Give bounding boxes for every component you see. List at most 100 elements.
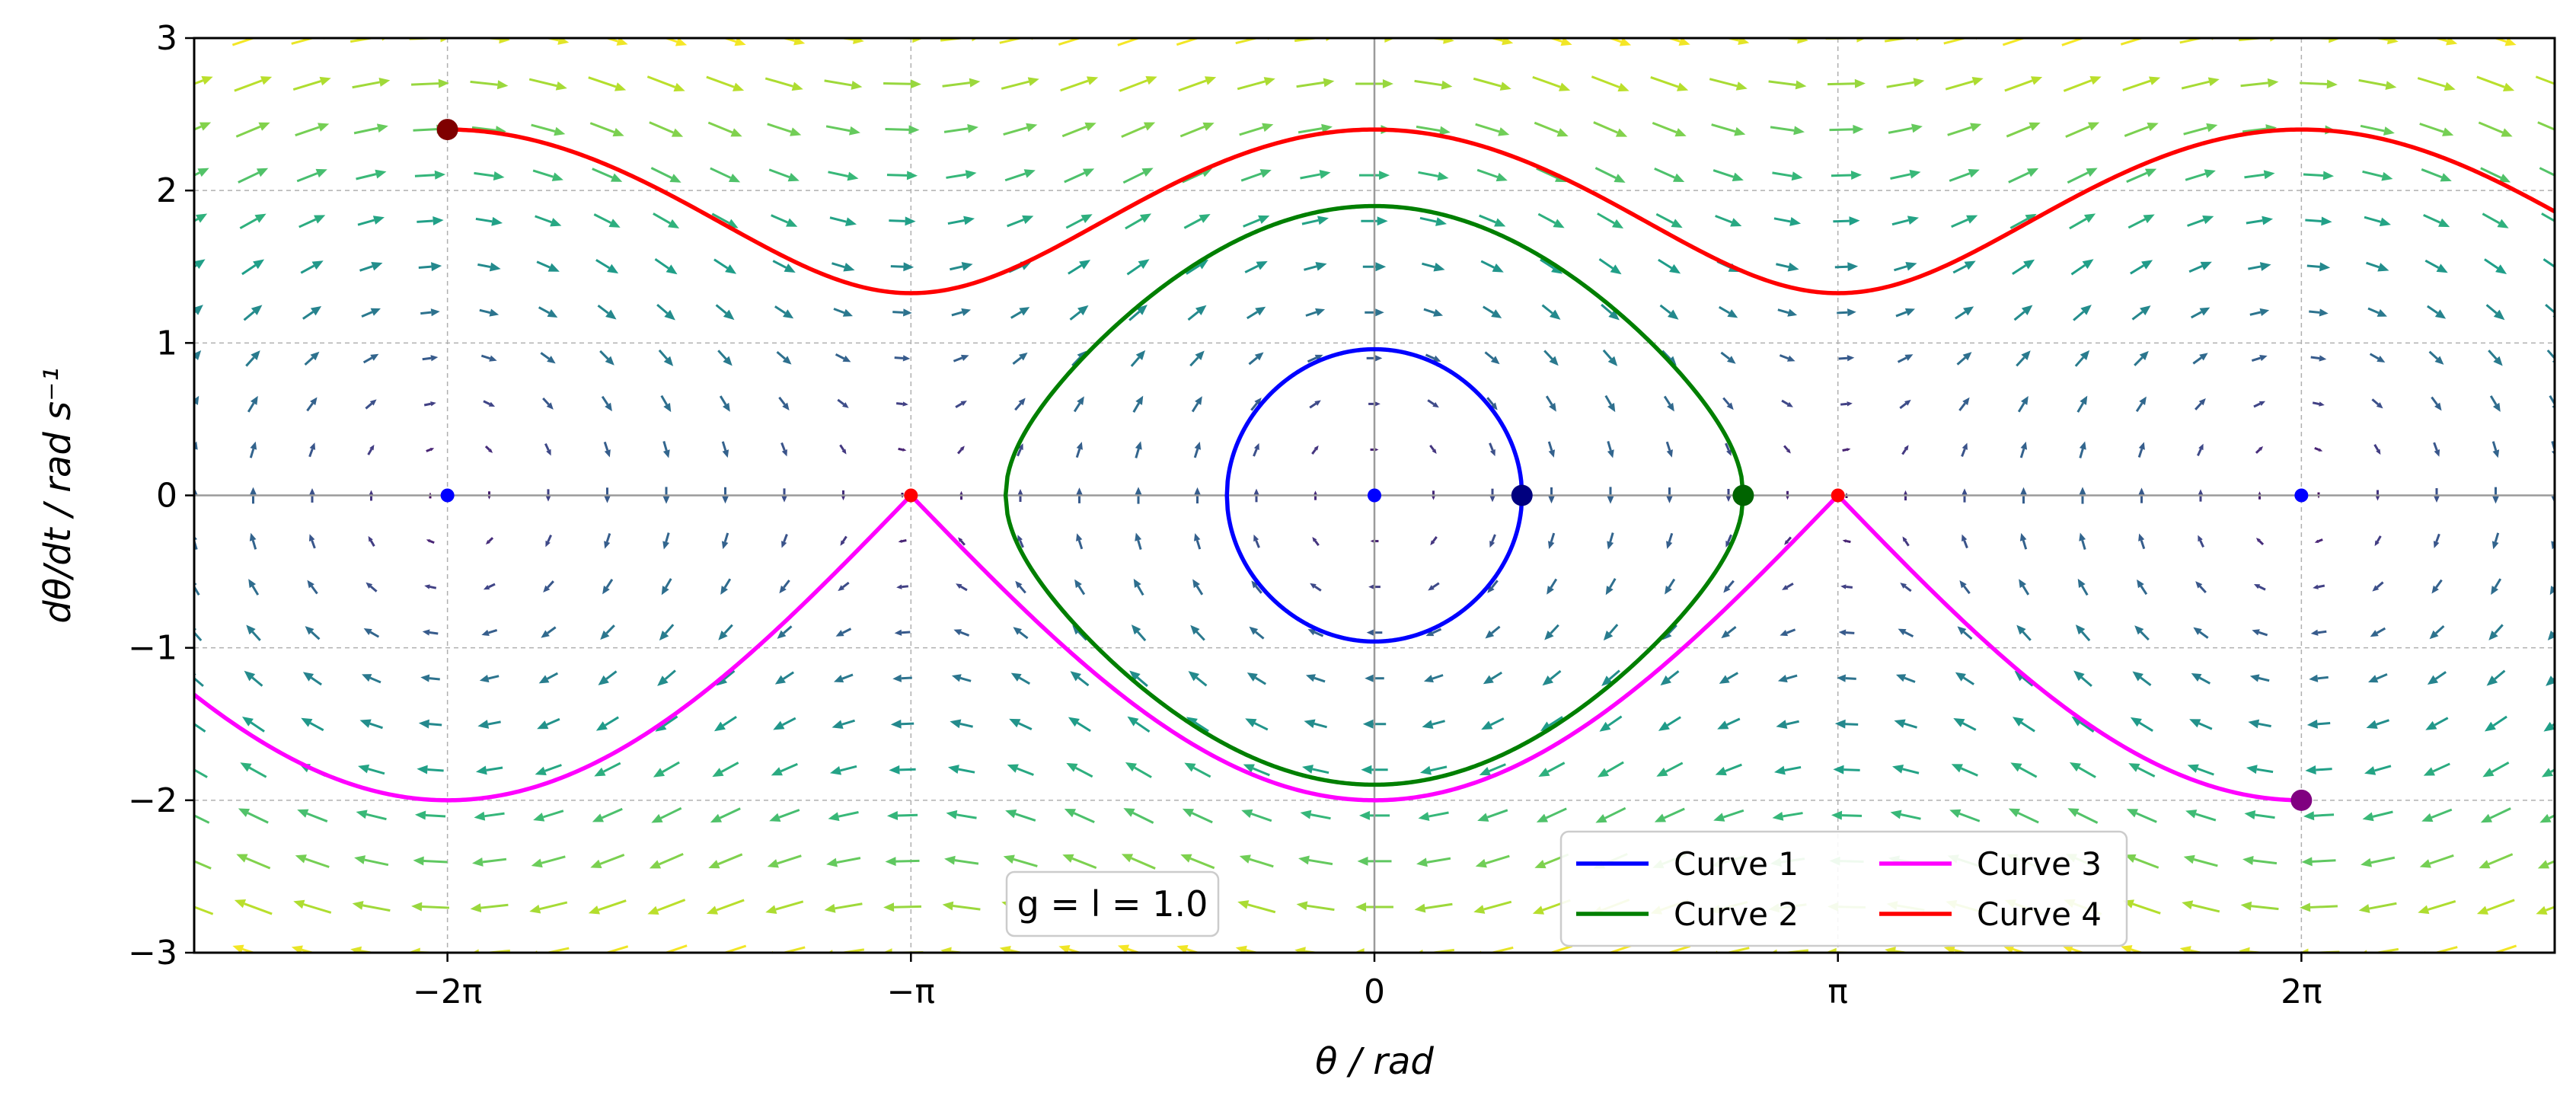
arrow-shaft: [781, 717, 796, 727]
vector-arrow: [426, 539, 435, 545]
arrow-shaft: [194, 79, 204, 85]
arrow-head: [1298, 855, 1310, 865]
arrow-head: [315, 168, 327, 178]
arrow-head: [2195, 581, 2203, 589]
arrow-shaft: [2199, 540, 2204, 548]
arrow-head: [1254, 352, 1264, 361]
arrow-shaft: [2432, 38, 2448, 43]
annotation: g = l = 1.0: [1005, 870, 1220, 937]
arrow-head: [723, 309, 735, 321]
arrow-head: [1419, 765, 1432, 775]
arrow-head: [363, 628, 372, 636]
arrow-head: [1962, 534, 1968, 542]
arrow-shaft: [2309, 905, 2338, 909]
vector-arrow: [1544, 624, 1559, 640]
arrow-head: [725, 264, 737, 274]
arrow-head: [1362, 719, 1374, 729]
vector-arrow: [1899, 399, 1911, 410]
vector-arrow: [1188, 671, 1208, 687]
arrow-head: [721, 541, 729, 550]
arrow-shaft: [2376, 719, 2389, 726]
arrow-head: [1666, 541, 1673, 549]
arrow-head: [375, 169, 387, 179]
arrow-shaft: [1475, 123, 1500, 133]
arrow-head: [1772, 811, 1784, 821]
arrow-shaft: [1004, 172, 1026, 182]
vector-arrow: [2371, 398, 2383, 409]
vector-arrow: [713, 715, 737, 732]
arrow-head: [359, 719, 372, 728]
arrow-head: [2138, 487, 2145, 495]
arrow-head: [1433, 262, 1445, 272]
vector-arrow: [656, 303, 675, 321]
unstable-equilibrium-point: [904, 488, 918, 503]
arrow-head: [2198, 443, 2204, 451]
arrow-head: [2077, 578, 2086, 589]
vector-arrow: [354, 855, 389, 867]
arrow-head: [2207, 77, 2220, 87]
arrow-shaft: [1136, 631, 1147, 642]
arrow-head: [1136, 305, 1148, 315]
arrow-shaft: [1073, 402, 1081, 413]
vector-arrow: [646, 75, 685, 92]
arrow-shaft: [889, 219, 905, 222]
vector-arrow: [772, 260, 796, 273]
arrow-head: [1296, 901, 1308, 911]
arrow-shaft: [2140, 676, 2152, 687]
arrow-head: [967, 123, 978, 133]
arrow-shaft: [245, 857, 271, 870]
arrow-head: [256, 168, 269, 177]
arrow-head: [1064, 809, 1077, 818]
arrow-head: [999, 945, 1011, 953]
arrow-head: [607, 263, 619, 274]
arrow-shaft: [1235, 38, 1262, 45]
arrow-shaft: [1248, 356, 1258, 366]
vector-arrow: [828, 811, 859, 822]
vector-arrow: [1594, 167, 1626, 183]
arrow-head: [774, 675, 786, 685]
arrow-head: [310, 351, 320, 361]
arrow-shaft: [1017, 449, 1022, 457]
arrow-head: [1204, 76, 1217, 85]
arrow-head: [1597, 768, 1610, 778]
arrow-shaft: [1956, 356, 1966, 366]
vector-arrow: [1601, 303, 1620, 321]
vector-arrow: [765, 77, 803, 91]
vector-arrow: [1357, 856, 1392, 866]
arrow-shaft: [544, 764, 562, 772]
arrow-shaft: [2541, 212, 2555, 222]
arrow-head: [472, 857, 484, 867]
arrow-head: [2128, 763, 2140, 772]
arrow-head: [781, 449, 787, 457]
arrow-head: [959, 446, 965, 451]
vector-arrow: [1838, 355, 1855, 362]
arrow-head: [828, 812, 840, 822]
vector-arrow: [1768, 80, 1807, 90]
vector-arrow: [1251, 580, 1262, 594]
vector-arrow: [2431, 579, 2443, 594]
arrow-shaft: [1779, 354, 1789, 360]
arrow-head: [438, 78, 449, 88]
arrow-head: [1199, 214, 1211, 223]
arrow-head: [551, 172, 563, 181]
vector-arrow: [2073, 670, 2092, 688]
vector-arrow: [368, 535, 375, 547]
arrow-head: [963, 216, 975, 225]
arrow-head: [1780, 630, 1789, 637]
arrow-shaft: [429, 585, 437, 589]
arrow-head: [2497, 219, 2509, 228]
arrow-shaft: [2251, 356, 2261, 362]
arrow-head: [1549, 356, 1559, 366]
arrow-head: [1022, 215, 1034, 225]
arrow-shaft: [310, 676, 322, 686]
arrow-head: [418, 719, 429, 729]
arrow-shaft: [1845, 631, 1855, 634]
vector-arrow: [1237, 77, 1275, 91]
arrow-shaft: [597, 304, 609, 315]
vector-arrow: [2373, 444, 2381, 455]
vector-arrow: [1068, 717, 1091, 733]
arrow-head: [847, 171, 859, 181]
arrow-shaft: [2317, 538, 2323, 543]
arrow-head: [2259, 308, 2270, 317]
arrow-shaft: [710, 167, 732, 179]
